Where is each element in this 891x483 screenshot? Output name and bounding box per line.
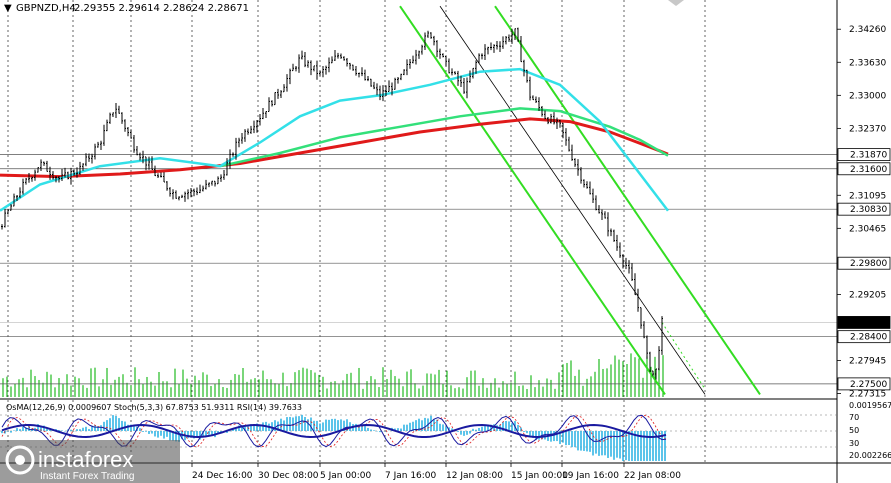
ma-mid-line (219, 107, 669, 168)
level-tag (837, 162, 891, 176)
price-tick-label: 2.30465 (849, 224, 886, 234)
price-tick-label: 2.27315 (849, 390, 886, 400)
price-tick-label: 2.29205 (849, 290, 886, 300)
price-axis: 2.31870 2.31600 2.30830 2.29800 2.28671 2.284… (837, 25, 891, 460)
volume-bars (2, 353, 664, 397)
level-tag (837, 330, 891, 344)
level-tag (837, 202, 891, 216)
level-tag (837, 316, 891, 329)
instaforex-logo-icon (5, 445, 35, 475)
price-bars (1, 27, 663, 380)
level-label: 2.28400 (850, 333, 887, 343)
channel-projection (661, 322, 706, 390)
level-label: 2.28671 (850, 318, 887, 328)
indicator-tick-label: 0.0019567 (849, 401, 891, 410)
stoch-main-line (1, 414, 667, 448)
symbol-timeframe: GBPNZD,H4 (16, 3, 76, 14)
time-tick-label: 7 Jan 16:00 (385, 471, 437, 481)
level-label: 2.31870 (850, 151, 887, 161)
time-tick-label: 15 Jan 00:00 (511, 471, 568, 481)
moving-averages (0, 67, 669, 212)
price-tick-label: 2.34260 (849, 25, 886, 35)
price-tick-label: 2.31095 (849, 191, 886, 201)
level-label: 2.27500 (850, 380, 887, 390)
price-tick-label: 2.33000 (849, 91, 886, 101)
level-tag (837, 256, 891, 270)
time-tick-label: 30 Dec 08:00 (258, 471, 319, 481)
indicator-tick-label: 30 (849, 439, 859, 448)
one-click-arrow-icon[interactable] (668, 0, 684, 6)
level-label: 2.30830 (850, 205, 887, 215)
brand-tagline: Instant Forex Trading (40, 471, 135, 482)
time-tick-label: 5 Jan 00:00 (320, 471, 372, 481)
time-tick-label: 22 Jan 08:00 (624, 471, 681, 481)
level-tag (837, 377, 891, 391)
time-tick-label: 24 Dec 16:00 (192, 471, 253, 481)
rsi-line (1, 423, 667, 439)
brand-name: instaforex (38, 447, 133, 472)
time-tick-label: 12 Jan 08:00 (446, 471, 503, 481)
price-tick-label: 2.27945 (849, 357, 886, 367)
symbol-down-icon: ▼ (4, 3, 12, 14)
price-tick-label: 2.33630 (849, 58, 886, 68)
channel-line (494, 5, 761, 395)
ohlc-values: 2.29355 2.29614 2.28624 2.28671 (74, 3, 249, 14)
time-tick-label: 19 Jan 16:00 (562, 471, 619, 481)
indicator-label: OsMA(12,26,9) 0.0009607 Stoch(5,3,3) 67.… (6, 403, 302, 412)
level-label: 2.29800 (850, 259, 887, 269)
stoch-signal-line (1, 414, 667, 448)
grid (7, 0, 706, 463)
price-tick-label: 2.32370 (849, 124, 886, 134)
indicator-tick-label: 70 (849, 413, 859, 422)
level-label: 2.31600 (850, 165, 887, 175)
brand-logo: instaforex Instant Forex Trading (0, 440, 180, 483)
time-axis: 24 Dec 16:00 30 Dec 08:00 5 Jan 00:00 7 Jan… (191, 463, 681, 481)
channel-line (399, 5, 666, 395)
level-tag (837, 148, 891, 162)
ma-slow-line (0, 117, 669, 179)
indicator-tick-label: 50 (849, 426, 859, 435)
indicator-window (0, 414, 837, 461)
ma-fast-line (0, 67, 669, 212)
indicator-tick-label: 20.002266 (849, 451, 891, 460)
